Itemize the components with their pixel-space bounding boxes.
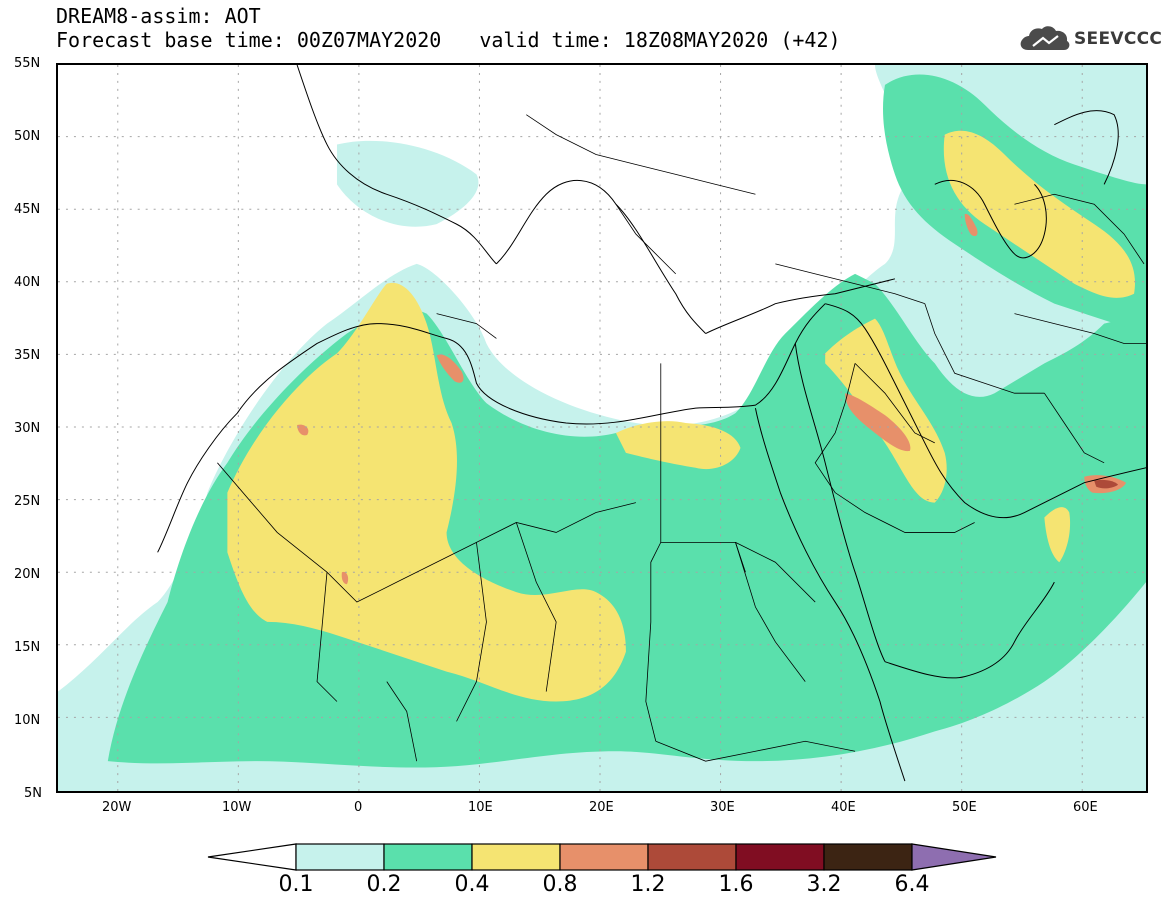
lat-label-25n: 25N: [14, 494, 41, 509]
lon-label-30e: 30E: [710, 800, 735, 815]
colorbar-swatch-1: [383, 843, 473, 871]
lat-label-55n: 55N: [14, 56, 41, 71]
colorbar-swatches: [207, 843, 997, 871]
lat-label-40n: 40N: [14, 275, 41, 290]
lon-label-20w: 20W: [102, 800, 132, 815]
lat-label-35n: 35N: [14, 348, 41, 363]
cloud-icon: [1020, 26, 1070, 50]
colorbar-label-3: 0.8: [542, 872, 578, 897]
aot-map: [58, 65, 1146, 791]
header: DREAM8-assim: AOT Forecast base time: 00…: [56, 4, 956, 52]
forecast-base-time: Forecast base time: 00Z07MAY2020: [56, 28, 442, 52]
lon-label-10e: 10E: [468, 800, 493, 815]
colorbar-label-2: 0.4: [454, 872, 490, 897]
lat-label-5n: 5N: [24, 786, 42, 801]
aot-0.4-layer: [227, 130, 1135, 702]
colorbar-over-arrow: [911, 843, 997, 871]
country-borders: [217, 114, 1146, 762]
colorbar-label-7: 6.4: [894, 872, 930, 897]
time-line: Forecast base time: 00Z07MAY2020 valid ti…: [56, 28, 956, 52]
valid-time: valid time: 18Z08MAY2020 (+42): [479, 28, 841, 52]
seevccc-logo: SEEVCCC: [1018, 22, 1162, 56]
lon-label-0: 0: [354, 800, 363, 815]
lon-label-50e: 50E: [952, 800, 977, 815]
colorbar-swatch-3: [559, 843, 649, 871]
colorbar-label-6: 3.2: [806, 872, 842, 897]
graticule: [58, 65, 1146, 791]
lon-label-40e: 40E: [831, 800, 856, 815]
colorbar-label-0: 0.1: [278, 872, 314, 897]
lon-label-10w: 10W: [222, 800, 252, 815]
lat-label-30n: 30N: [14, 421, 41, 436]
colorbar-swatch-6: [823, 843, 913, 871]
colorbar-swatch-5: [735, 843, 825, 871]
logo-text: SEEVCCC: [1074, 29, 1163, 49]
lat-label-10n: 10N: [14, 713, 41, 728]
lat-label-15n: 15N: [14, 640, 41, 655]
lon-label-20e: 20E: [589, 800, 614, 815]
coastlines: [157, 65, 1146, 782]
colorbar: [206, 842, 998, 872]
lat-label-20n: 20N: [14, 567, 41, 582]
lat-label-45n: 45N: [14, 202, 41, 217]
colorbar-swatch-2: [471, 843, 561, 871]
lat-label-50n: 50N: [14, 129, 41, 144]
colorbar-label-4: 1.2: [630, 872, 666, 897]
colorbar-swatch-0: [295, 843, 385, 871]
colorbar-label-5: 1.6: [718, 872, 754, 897]
colorbar-swatch-4: [647, 843, 737, 871]
colorbar-under-arrow: [207, 843, 297, 871]
map-frame: [56, 63, 1148, 793]
product-title: DREAM8-assim: AOT: [56, 4, 261, 28]
lon-label-60e: 60E: [1073, 800, 1098, 815]
colorbar-label-1: 0.2: [366, 872, 402, 897]
aot-1.2-layer: [1094, 479, 1119, 489]
